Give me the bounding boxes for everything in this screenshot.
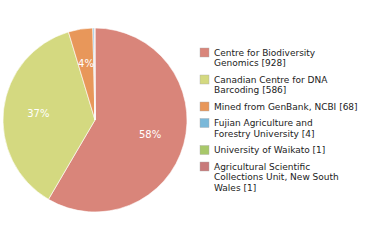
pie — [3, 28, 187, 212]
chart: 58% 37% 4% Centre for BiodiversityGenomics … — [0, 0, 380, 240]
legend-swatch — [200, 146, 209, 155]
legend-swatch — [200, 48, 209, 57]
legend-label: Centre for BiodiversityGenomics [928] — [214, 48, 316, 69]
pie-slice — [93, 28, 95, 120]
pie-slice — [94, 28, 96, 120]
chart-container: 58% 37% 4% Centre for BiodiversityGenomics … — [0, 0, 380, 240]
pie-slice — [68, 28, 95, 120]
pie-slice — [94, 28, 95, 120]
slice-labels: 58% 37% 4% — [27, 58, 161, 140]
legend-label: University of Waikato [1] — [214, 145, 325, 155]
legend-label: Agricultural ScientificCollections Unit,… — [214, 162, 339, 193]
legend-swatch — [200, 75, 209, 84]
legend-swatch — [200, 102, 209, 111]
slice-label: 4% — [78, 58, 94, 69]
legend-swatch — [200, 119, 209, 128]
legend-label: Canadian Centre for DNABarcoding [586] — [214, 75, 328, 96]
slice-label: 37% — [27, 108, 49, 119]
slice-label: 58% — [139, 129, 161, 140]
legend-label: Fujian Agriculture andForestry Universit… — [214, 118, 315, 139]
legend-label: Mined from GenBank, NCBI [68] — [214, 102, 358, 112]
legend: Centre for BiodiversityGenomics [928] Can… — [200, 48, 358, 193]
legend-swatch — [200, 162, 209, 171]
